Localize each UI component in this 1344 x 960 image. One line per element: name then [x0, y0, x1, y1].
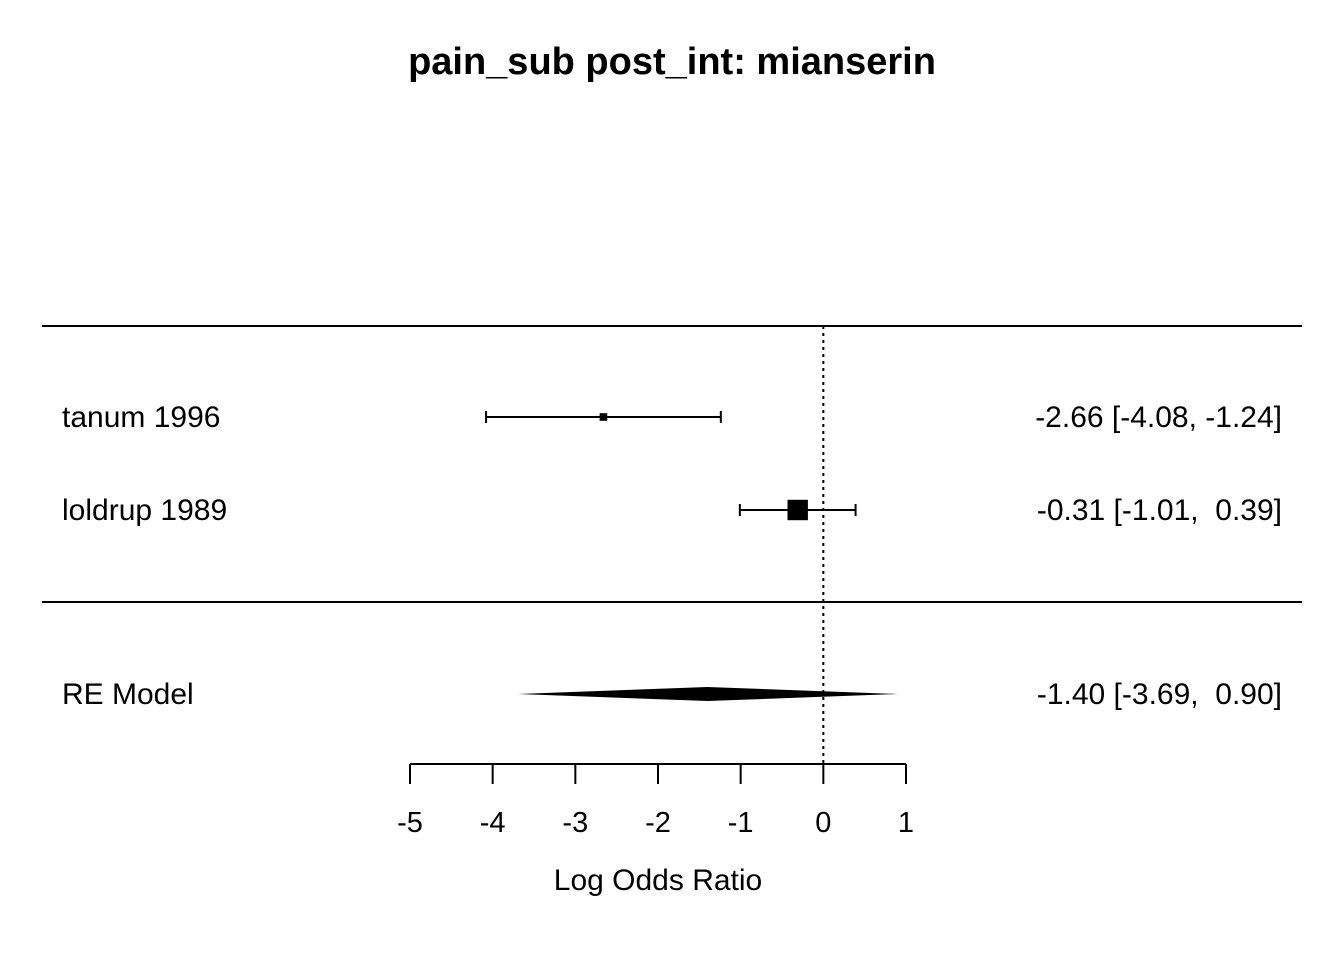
tick-label: -1	[728, 807, 754, 839]
plot-marks: tanum 1996 -2.66 [-4.08, -1.24] loldrup 19…	[62, 326, 1282, 764]
estimate-text: -2.66 [-4.08, -1.24]	[1035, 401, 1282, 434]
tick-label: -2	[645, 807, 671, 839]
point-estimate	[599, 413, 608, 421]
x-axis: -5 -4 -3 -2 -1 0 1	[397, 763, 914, 839]
summary-label: RE Model	[62, 678, 194, 711]
x-axis-label: Log Odds Ratio	[554, 864, 762, 897]
point-estimate	[787, 499, 808, 521]
study-label: loldrup 1989	[62, 494, 227, 527]
estimate-text: -0.31 [-1.01, 0.39]	[1037, 494, 1282, 527]
tick-label: 1	[898, 807, 914, 839]
tick-label: 0	[815, 807, 831, 839]
tick-label: -3	[562, 807, 588, 839]
summary-estimate-text: -1.40 [-3.69, 0.90]	[1037, 678, 1282, 711]
tick-label: -4	[480, 807, 506, 839]
chart-title: pain_sub post_int: mianserin	[408, 41, 936, 83]
summary-diamond	[518, 687, 898, 701]
tick-label: -5	[397, 807, 423, 839]
study-label: tanum 1996	[62, 401, 220, 434]
